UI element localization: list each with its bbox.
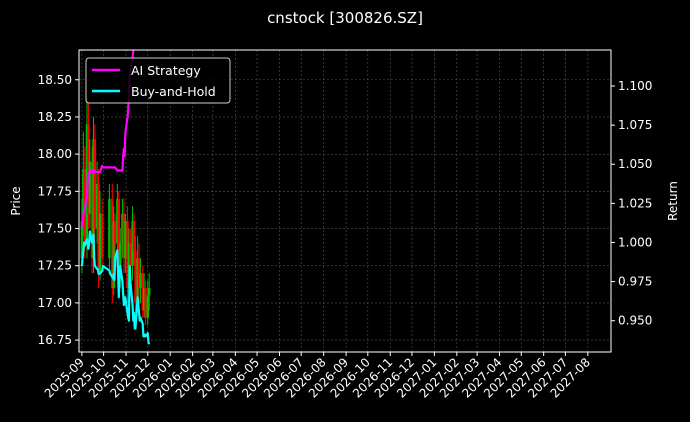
candle-body — [100, 213, 104, 259]
candle-body — [80, 221, 84, 259]
right-tick-label: 0.975 — [618, 275, 652, 289]
candle-body — [121, 213, 124, 244]
right-y-axis: 0.950 0.975 1.000 1.025 1.050 1.075 1.100 — [611, 79, 652, 328]
candle-body — [144, 288, 147, 318]
candle-body — [148, 288, 151, 296]
right-axis-label: Return — [666, 181, 680, 221]
candle-body — [95, 183, 99, 229]
chart-title: cnstock [300826.SZ] — [267, 9, 423, 27]
candle-body — [112, 221, 115, 289]
candle-body — [132, 221, 136, 251]
left-tick-label: 17.50 — [38, 222, 72, 236]
right-tick-label: 1.025 — [618, 196, 652, 210]
legend-label-buy-and-hold: Buy-and-Hold — [131, 84, 216, 99]
candle-body — [87, 124, 90, 214]
candle-body — [129, 243, 132, 266]
candle-body — [88, 161, 92, 214]
left-tick-label: 16.75 — [38, 333, 72, 347]
right-tick-label: 1.100 — [618, 79, 652, 93]
left-axis-label: Price — [9, 186, 23, 215]
candle-body — [108, 198, 111, 259]
right-tick-label: 1.000 — [618, 235, 652, 249]
candle-body — [82, 169, 85, 222]
plot-frame — [78, 49, 612, 353]
candle-body — [137, 258, 141, 289]
left-y-axis: 16.75 17.00 17.25 17.50 17.75 18.00 18.25 18.50 — [38, 73, 79, 347]
candle-body — [117, 198, 121, 274]
return-lines — [80, 49, 151, 345]
candle-body — [93, 139, 97, 229]
candle-body — [141, 273, 144, 311]
candle-body — [97, 183, 100, 274]
left-tick-label: 17.00 — [38, 296, 72, 310]
candle-body — [134, 250, 137, 303]
candle-body — [124, 221, 127, 259]
candle-body — [122, 213, 126, 259]
candle-body — [98, 213, 102, 274]
left-tick-label: 17.75 — [38, 184, 72, 198]
candle-body — [136, 258, 139, 303]
candle-body — [142, 288, 146, 311]
left-tick-label: 18.00 — [38, 147, 72, 161]
candle-body — [139, 273, 142, 289]
candle-body — [111, 198, 114, 289]
candle-body — [116, 198, 119, 244]
legend-label-ai-strategy: AI Strategy — [131, 63, 201, 78]
candle-body — [92, 139, 95, 259]
left-tick-label: 18.50 — [38, 73, 72, 87]
right-tick-label: 1.050 — [618, 157, 652, 171]
legend: AI Strategy Buy-and-Hold — [85, 57, 231, 104]
candle-body — [90, 161, 94, 259]
legend-box — [85, 57, 231, 104]
gridlines — [79, 50, 611, 352]
candle-body — [113, 221, 117, 244]
candle-body — [131, 221, 134, 266]
ai-strategy-line — [80, 49, 135, 227]
candle-body — [126, 221, 129, 289]
left-tick-label: 17.25 — [38, 259, 72, 273]
left-tick-label: 18.25 — [38, 110, 72, 124]
buy-and-hold-line — [80, 230, 151, 345]
candle-body — [146, 295, 149, 318]
candle-body — [119, 243, 122, 274]
right-tick-label: 0.950 — [618, 314, 652, 328]
right-tick-label: 1.075 — [618, 118, 652, 132]
